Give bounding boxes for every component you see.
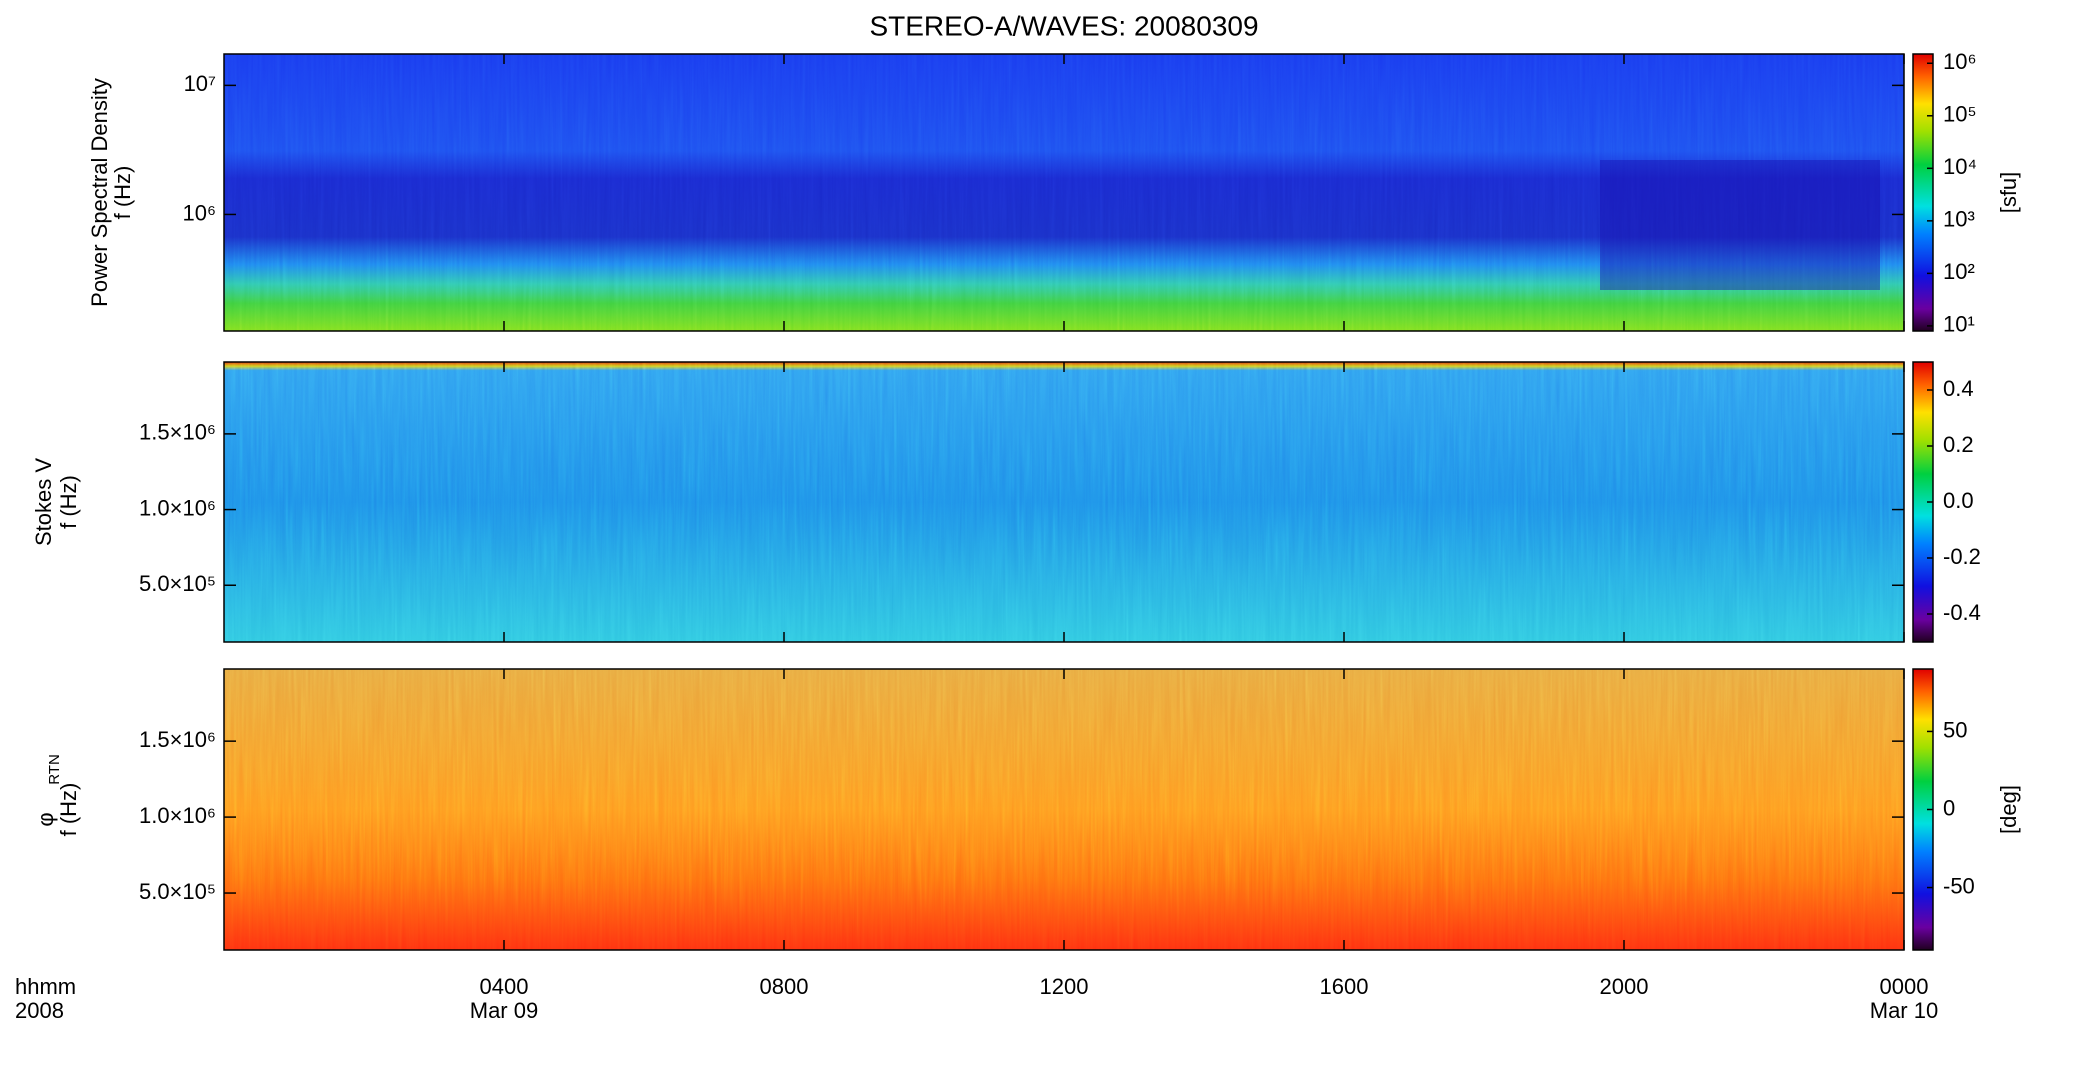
x-tick-label: 0400 [480, 974, 529, 999]
y-tick-label: 5.0×10⁵ [139, 879, 216, 904]
x-date-label: Mar 09 [470, 998, 538, 1023]
x-format-label: hhmm [15, 974, 76, 999]
y-axis-label: Power Spectral Density [87, 78, 112, 307]
heatmap-images [224, 54, 1904, 950]
colorbar-tick-label: 0.2 [1943, 432, 1974, 457]
y-tick-label: 1.5×10⁶ [139, 727, 216, 752]
x-tick-label: 1200 [1040, 974, 1089, 999]
y-tick-label: 10⁷ [184, 71, 216, 96]
colorbar-tick-label: 10³ [1943, 207, 1975, 232]
y-axis-label-subscript: RTN [46, 754, 63, 785]
y-tick-label: 5.0×10⁵ [139, 571, 216, 596]
colorbar-tick-label: 10⁵ [1943, 102, 1977, 127]
y-tick-label: 1.0×10⁶ [139, 495, 216, 520]
colorbar-tick-label: 0 [1943, 795, 1955, 820]
y-axis-label: f (Hz) [56, 475, 81, 529]
x-tick-label: 0800 [760, 974, 809, 999]
y-axis-label: f (Hz) [110, 166, 135, 220]
x-date-label: Mar 10 [1870, 998, 1938, 1023]
colorbar [1912, 53, 1934, 332]
colorbar-tick-label: 0.0 [1943, 488, 1974, 513]
colorbar-tick-label: -50 [1943, 873, 1975, 898]
colorbar-label: [deg] [1996, 785, 2021, 834]
y-axis-label: Stokes V [31, 458, 56, 546]
chart-title: STEREO-A/WAVES: 20080309 [869, 10, 1258, 41]
colorbar-tick-label: -0.4 [1943, 600, 1981, 625]
y-axis-label: f (Hz) [56, 783, 81, 837]
colorbar-tick-label: 50 [1943, 717, 1967, 742]
colorbar-tick-label: 0.4 [1943, 376, 1974, 401]
y-axis-label: φ [33, 812, 58, 826]
x-tick-label: 2000 [1600, 974, 1649, 999]
y-tick-label: 1.5×10⁶ [139, 420, 216, 445]
x-year-label: 2008 [15, 998, 64, 1023]
colorbar-label: [sfu] [1996, 172, 2021, 214]
spectrogram-region [1600, 160, 1880, 290]
y-tick-label: 10⁶ [182, 200, 216, 225]
spectrogram-texture [224, 362, 1904, 642]
colorbar-tick-label: 10⁴ [1943, 154, 1977, 179]
spectrogram-texture [224, 54, 1904, 331]
colorbar-tick-label: -0.2 [1943, 544, 1981, 569]
colorbar-tick-label: 10⁶ [1943, 49, 1977, 74]
x-tick-label: 0000 [1880, 974, 1929, 999]
spectrogram-texture [224, 669, 1904, 950]
colorbar-tick-label: 10¹ [1943, 312, 1975, 337]
colorbar-tick-label: 10² [1943, 259, 1975, 284]
x-tick-label: 1600 [1320, 974, 1369, 999]
y-tick-label: 1.0×10⁶ [139, 803, 216, 828]
